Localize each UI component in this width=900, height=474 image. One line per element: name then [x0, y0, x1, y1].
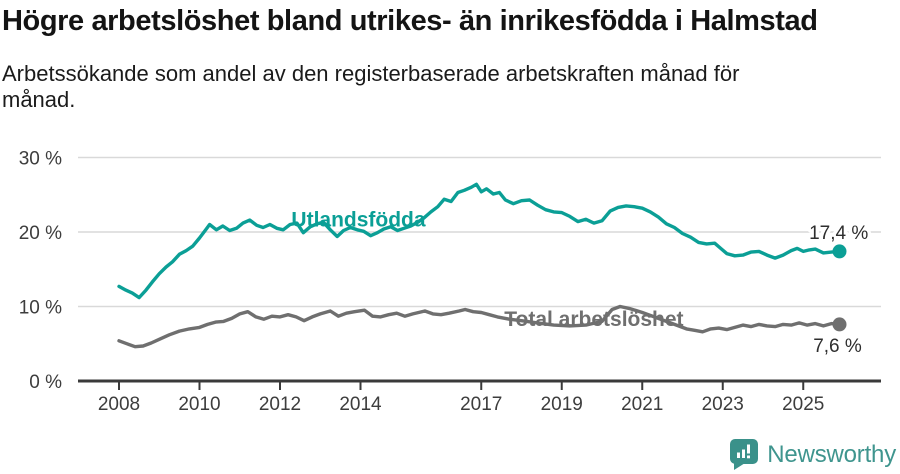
x-tick-label: 2025	[782, 394, 824, 415]
y-tick-label: 30 %	[19, 149, 62, 170]
x-tick-label: 2019	[541, 394, 583, 415]
annotation: 17,4 %	[809, 223, 868, 244]
annotation: 7,6 %	[813, 336, 862, 357]
series-end-dot-1	[832, 317, 847, 332]
axes-layer: 2008 2010 2012 2014 2017 2019 2021 2023 2025	[78, 379, 881, 415]
logo-exclamation-dot	[747, 455, 751, 459]
series-end-dot-0	[832, 244, 847, 259]
annotations-layer: Utlandsfödda Total arbetslöshet 17,4 % 7,6 …	[291, 208, 871, 360]
x-tick-label: 2014	[339, 394, 382, 415]
gridlines-layer: 0 % 10 % 20 % 30 %	[19, 149, 881, 393]
series-line-1	[117, 304, 842, 349]
logo-bar-small	[737, 452, 741, 458]
x-tick-label: 2023	[702, 394, 744, 415]
newsworthy-attribution: Newsworthy	[730, 439, 896, 470]
logo-bar-medium	[742, 449, 746, 458]
annotation: Utlandsfödda	[291, 208, 425, 231]
x-tick-label: 2012	[259, 394, 301, 415]
logo-exclamation-bar	[747, 444, 751, 454]
x-tick-label: 2008	[98, 394, 140, 415]
page-title: Högre arbetslöshet bland utrikes- än inr…	[2, 5, 818, 37]
chart-subtitle: Arbetssökande som andel av den registerb…	[2, 61, 740, 113]
series-layer	[117, 182, 847, 349]
x-tick-label: 2010	[178, 394, 220, 415]
x-tick-label: 2017	[460, 394, 502, 415]
newsworthy-wordmark: Newsworthy	[767, 440, 896, 468]
y-tick-label: 0 %	[29, 372, 62, 393]
annotation: Total arbetslöshet	[504, 308, 683, 331]
y-tick-label: 20 %	[19, 223, 62, 244]
x-tick-label: 2021	[621, 394, 663, 415]
series-line-0	[117, 182, 842, 300]
y-tick-label: 10 %	[19, 298, 62, 319]
newsworthy-logo-icon	[730, 439, 759, 470]
